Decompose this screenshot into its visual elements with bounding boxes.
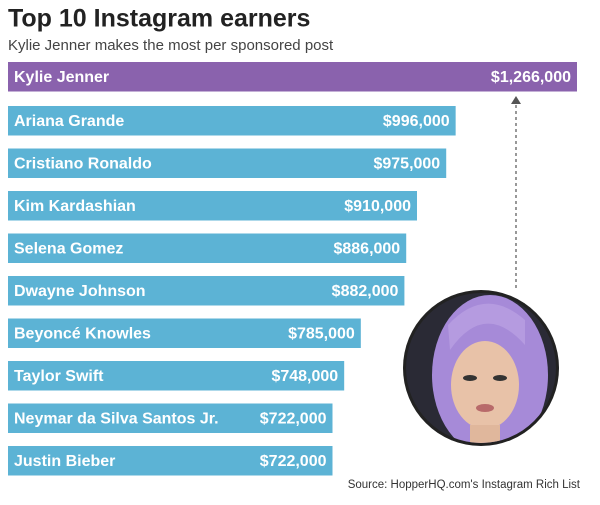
value-label: $785,000 <box>288 325 355 342</box>
value-label: $722,000 <box>260 410 327 427</box>
pointer-arrow <box>511 96 521 104</box>
bar <box>8 361 345 391</box>
value-label: $886,000 <box>333 240 400 257</box>
value-label: $996,000 <box>383 113 450 130</box>
bar <box>8 106 456 136</box>
bar-label: Kylie Jenner <box>14 69 109 86</box>
bar-label: Neymar da Silva Santos Jr. <box>14 410 219 427</box>
bar <box>8 148 447 178</box>
source-note: Source: HopperHQ.com's Instagram Rich Li… <box>348 479 581 491</box>
bar <box>8 191 417 221</box>
bar-label: Cristiano Ronaldo <box>14 155 152 172</box>
bar <box>8 233 407 263</box>
bar-label: Justin Bieber <box>14 453 115 470</box>
bar <box>8 318 361 348</box>
photo <box>403 290 559 446</box>
value-label: $975,000 <box>373 155 440 172</box>
bar-label: Ariana Grande <box>14 113 124 130</box>
bar-label: Taylor Swift <box>14 368 104 385</box>
chart-subtitle: Kylie Jenner makes the most per sponsore… <box>8 37 334 54</box>
value-label: $910,000 <box>344 198 411 215</box>
bar-label: Selena Gomez <box>14 240 123 257</box>
value-label: $882,000 <box>332 283 399 300</box>
bar-label: Dwayne Johnson <box>14 283 146 300</box>
bar <box>8 446 333 476</box>
bar <box>8 62 577 92</box>
value-label: $1,266,000 <box>491 69 571 86</box>
value-label: $748,000 <box>271 368 338 385</box>
bar-label: Kim Kardashian <box>14 198 136 215</box>
bar <box>8 276 405 306</box>
bar <box>8 403 333 433</box>
value-label: $722,000 <box>260 453 327 470</box>
chart-title: Top 10 Instagram earners <box>8 5 310 33</box>
bar-label: Beyoncé Knowles <box>14 325 151 342</box>
